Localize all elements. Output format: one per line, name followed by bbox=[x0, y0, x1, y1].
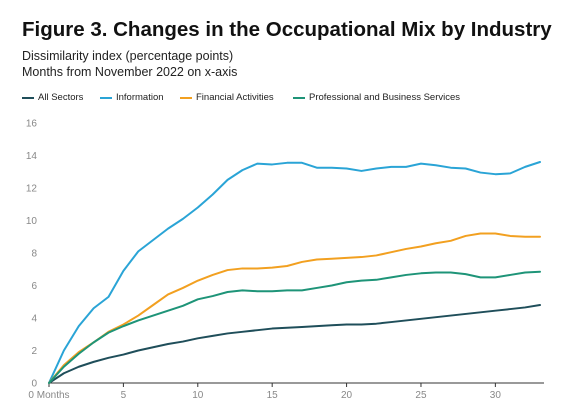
legend-item-all-sectors: All Sectors bbox=[22, 92, 83, 103]
legend-label-all-sectors: All Sectors bbox=[38, 92, 84, 103]
x-tick-label: 0 Months bbox=[28, 390, 69, 401]
chart-subtitle-line-1: Dissimilarity index (percentage points) bbox=[22, 49, 234, 63]
y-tick-label: 12 bbox=[26, 184, 38, 195]
x-tick-label: 20 bbox=[341, 390, 353, 401]
series-line-professional-and-business-services bbox=[48, 270, 541, 384]
legend-label-information: Information bbox=[116, 92, 164, 103]
x-tick-label: 25 bbox=[415, 390, 427, 401]
legend-item-information: Information bbox=[100, 92, 164, 103]
legend-item-financial-activities: Financial Activities bbox=[180, 92, 274, 103]
series-line-financial-activities bbox=[48, 232, 541, 384]
y-tick-label: 16 bbox=[26, 119, 38, 130]
y-tick-label: 10 bbox=[26, 216, 38, 227]
x-axis: 0 Months 5 10 15 20 25 30 bbox=[28, 382, 544, 401]
x-tick-label: 30 bbox=[490, 390, 502, 401]
x-tick-label: 10 bbox=[192, 390, 204, 401]
y-tick-label: 6 bbox=[31, 281, 37, 292]
series-line-all-sectors bbox=[48, 304, 541, 384]
legend-swatch-professional-business-services bbox=[293, 96, 305, 99]
legend-item-professional-business-services: Professional and Business Services bbox=[293, 92, 460, 103]
chart-subtitle-line-2: Months from November 2022 on x-axis bbox=[22, 65, 238, 79]
y-tick-label: 4 bbox=[31, 314, 37, 325]
x-tick-label: 5 bbox=[121, 390, 127, 401]
legend-label-financial-activities: Financial Activities bbox=[196, 92, 274, 103]
legend-label-professional-business-services: Professional and Business Services bbox=[309, 92, 461, 103]
y-tick-label: 8 bbox=[31, 249, 37, 260]
y-tick-label: 0 bbox=[31, 379, 37, 390]
series-line-information bbox=[48, 161, 541, 384]
y-tick-label: 14 bbox=[26, 151, 38, 162]
y-axis: 0 2 4 6 8 10 12 14 16 bbox=[26, 119, 38, 390]
x-tick-label: 15 bbox=[267, 390, 279, 401]
legend-swatch-financial-activities bbox=[180, 96, 192, 99]
legend-swatch-all-sectors bbox=[22, 96, 34, 99]
y-tick-label: 2 bbox=[31, 346, 37, 357]
chart-title: Figure 3. Changes in the Occupational Mi… bbox=[22, 18, 552, 41]
legend-swatch-information bbox=[100, 96, 112, 99]
series-lines bbox=[48, 161, 541, 384]
